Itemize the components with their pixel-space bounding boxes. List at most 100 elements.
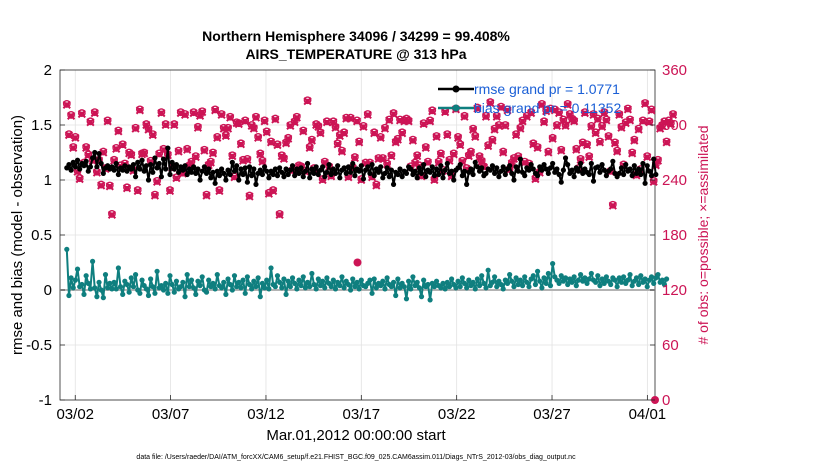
rmse-point [251, 166, 257, 172]
rmse-point [459, 173, 465, 179]
rmse-point [444, 160, 450, 167]
rmse-point [517, 156, 523, 162]
obs-assimilated-marker [107, 210, 117, 219]
rmse-point [414, 175, 420, 181]
legend-rmse-marker [452, 85, 460, 93]
rmse-point [483, 170, 489, 176]
obs-assimilated-marker [262, 128, 271, 137]
obs-assimilated-marker [273, 141, 282, 150]
obs-assimilated-dot [305, 98, 310, 104]
bias-point [474, 276, 481, 282]
bias-point [388, 284, 395, 290]
rmse-point [343, 170, 349, 176]
obs-assimilated-dot [556, 110, 562, 116]
bias-point [272, 284, 278, 290]
bias-point [259, 280, 266, 286]
obs-assimilated-marker [436, 150, 445, 159]
obs-assimilated-dot [612, 140, 618, 146]
bias-point [143, 286, 149, 292]
obs-assimilated-dot [217, 188, 222, 194]
bias-point [498, 281, 504, 288]
obs-assimilated-marker [662, 138, 671, 147]
obs-assimilated-marker [638, 117, 648, 126]
bias-point [292, 280, 298, 286]
bias-point [85, 280, 91, 286]
bias-point [195, 278, 201, 284]
bias-point [483, 285, 489, 291]
obs-assimilated-marker [206, 158, 215, 167]
bias-point [158, 283, 164, 289]
bias-point [638, 273, 644, 279]
obs-assimilated-marker [544, 148, 553, 157]
rmse-point [365, 164, 371, 170]
obs-assimilated-dot [517, 126, 523, 132]
rmse-point [653, 171, 659, 178]
rmse-point [436, 171, 442, 178]
rmse-point [193, 170, 199, 176]
obs-assimilated-dot [146, 127, 151, 132]
x-tick-label-2: 03/12 [247, 406, 285, 423]
rmse-point [595, 164, 601, 170]
obs-assimilated-marker [380, 124, 390, 133]
obs-assimilated-marker [613, 147, 622, 156]
rmse-point [272, 166, 278, 172]
rmse-point [472, 159, 478, 165]
rmse-point [464, 181, 470, 187]
obs-assimilated-marker [496, 103, 506, 112]
right-y-tick-label-5: 300 [662, 117, 687, 134]
obs-assimilated-marker [554, 108, 564, 118]
y-axis-label: rmse and bias (model - observation) [9, 115, 26, 355]
obs-assimilated-dot [361, 124, 366, 130]
bias-point [313, 286, 319, 292]
bias-point [100, 295, 106, 301]
bias-point [427, 297, 433, 303]
bias-point [169, 281, 175, 288]
rmse-point [526, 167, 532, 173]
obs-assimilated-dot [214, 135, 220, 141]
obs-assimilated-dot [70, 145, 76, 151]
rmse-point [451, 177, 457, 183]
bias-point [464, 285, 470, 291]
obs-assimilated-dot [268, 140, 274, 145]
rmse-point [380, 175, 386, 181]
bias-point [244, 274, 250, 280]
obs-assimilated-marker [477, 157, 486, 166]
rmse-point [631, 163, 637, 169]
obs-assimilated-dot [219, 112, 224, 118]
rmse-point [270, 171, 276, 178]
obs-assimilated-marker [593, 115, 602, 124]
bias-point [371, 276, 377, 282]
obs-assimilated-dot [221, 126, 227, 132]
rmse-point [640, 160, 646, 167]
rmse-point [240, 171, 246, 178]
obs-assimilated-marker [404, 117, 413, 126]
obs-assimilated-marker [608, 201, 617, 210]
obs-assimilated-dot [98, 183, 104, 188]
obs-assimilated-marker [548, 134, 557, 143]
obs-assimilated-marker [114, 127, 123, 136]
rmse-point [253, 181, 259, 187]
bias-point [178, 284, 184, 290]
obs-assimilated-marker [152, 177, 162, 186]
obs-assimilated-marker [587, 122, 596, 131]
rmse-point [565, 162, 571, 168]
bias-point [537, 278, 543, 284]
obs-assimilated-marker [271, 115, 280, 124]
bias-point [625, 277, 631, 283]
bias-point [117, 284, 124, 290]
rmse-point [511, 177, 517, 183]
rmse-point [208, 175, 214, 181]
bias-point [227, 281, 233, 288]
rmse-point [307, 175, 313, 181]
bias-point [137, 290, 143, 296]
obs-assimilated-marker [86, 118, 95, 127]
rmse-point [238, 166, 244, 172]
obs-assimilated-marker [570, 117, 579, 126]
obs-assimilated-marker [628, 149, 637, 158]
obs-assimilated-dot [389, 153, 394, 159]
obs-assimilated-marker [165, 186, 175, 196]
rmse-point [201, 164, 207, 170]
obs-assimilated-dot [171, 122, 177, 128]
rmse-point [479, 165, 485, 171]
x-tick-label-5: 03/27 [533, 406, 571, 423]
